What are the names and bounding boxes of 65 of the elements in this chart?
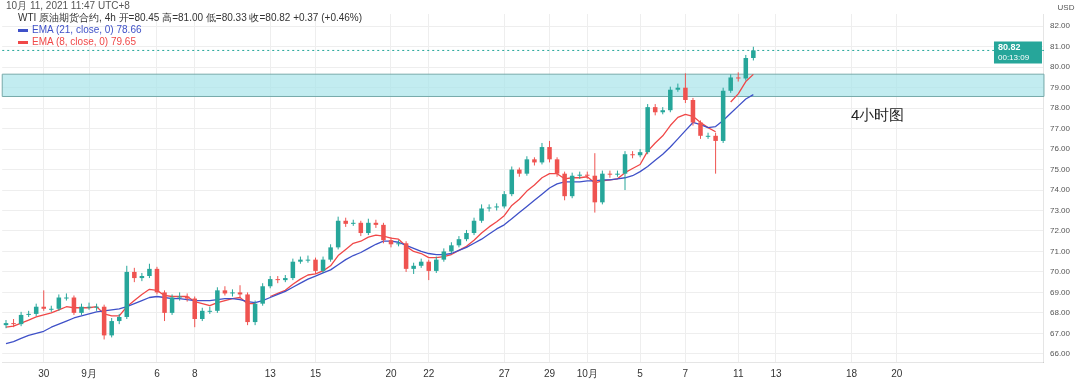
candlestick bbox=[479, 203, 484, 224]
y-tick-label: 69.00 bbox=[1049, 287, 1071, 297]
x-tick-label: 15 bbox=[309, 367, 322, 379]
y-axis-title: USD bbox=[1057, 3, 1075, 13]
candlestick bbox=[668, 86, 673, 113]
y-tick-label: 68.00 bbox=[1049, 308, 1071, 318]
y-tick-label: 75.00 bbox=[1049, 164, 1071, 174]
y-tick-label: 71.00 bbox=[1049, 246, 1071, 256]
y-tick-label: 67.00 bbox=[1049, 328, 1071, 338]
candlestick bbox=[260, 282, 265, 307]
candlestick bbox=[713, 132, 718, 175]
y-tick-label: 66.00 bbox=[1049, 349, 1071, 359]
legend-label: EMA (8, close, 0) bbox=[32, 36, 110, 47]
text: 10月 11, 2021 11:47 UTC+8 bbox=[6, 0, 131, 12]
x-tick-label: 8 bbox=[191, 367, 198, 379]
candlestick bbox=[109, 317, 114, 338]
y-tick-label: 76.00 bbox=[1049, 144, 1071, 154]
y-tick-label: 74.00 bbox=[1049, 185, 1071, 195]
annotation: 79.65 bbox=[110, 36, 136, 47]
annotation: 00:13:09 bbox=[997, 52, 1030, 62]
chart-title: WTI 原油期货合约, 4h 开=80.45 高=81.00 低=80.33 收=80.82 +0.37 (+0.46%) bbox=[18, 12, 363, 24]
x-tick-label: 5 bbox=[637, 367, 644, 379]
x-tick-label: 9月 bbox=[81, 367, 97, 379]
candlestick bbox=[64, 292, 69, 302]
x-tick-label: 29 bbox=[543, 367, 556, 379]
x-tick-label: 6 bbox=[154, 367, 161, 379]
y-tick-label: 72.00 bbox=[1049, 226, 1071, 236]
y-tick-label: 70.00 bbox=[1049, 267, 1071, 277]
candlestick bbox=[162, 289, 167, 322]
candlestick bbox=[547, 140, 552, 163]
candlestick bbox=[381, 222, 386, 244]
candlestick bbox=[426, 259, 432, 281]
candlestick bbox=[735, 71, 741, 83]
x-tick-label: 27 bbox=[498, 367, 511, 379]
annotation: 4小时图 bbox=[851, 106, 905, 125]
candlestick bbox=[562, 171, 567, 201]
y-tick-label: 73.00 bbox=[1049, 205, 1071, 215]
ref-line-label: 80.82 bbox=[997, 41, 1021, 52]
x-tick-label: 30 bbox=[38, 367, 50, 379]
y-tick-label: 80.00 bbox=[1049, 62, 1071, 72]
candlestick bbox=[698, 119, 703, 140]
candlestick bbox=[215, 286, 220, 314]
y-tick-label: 81.00 bbox=[1049, 41, 1071, 51]
y-tick-label: 78.00 bbox=[1049, 103, 1071, 113]
x-tick-label: 18 bbox=[845, 367, 858, 379]
candlestick bbox=[683, 72, 688, 104]
x-tick-label: 22 bbox=[423, 367, 435, 379]
candlestick bbox=[554, 156, 560, 178]
y-tick-label: 82.00 bbox=[1049, 21, 1071, 31]
x-tick-label: 7 bbox=[682, 367, 689, 379]
candlestick bbox=[728, 73, 733, 94]
annotation: 78.66 bbox=[116, 24, 142, 35]
y-tick-label: 79.00 bbox=[1049, 82, 1071, 92]
x-tick-label: 11 bbox=[733, 367, 744, 379]
x-tick-label: 20 bbox=[385, 367, 397, 379]
candlestick bbox=[524, 155, 530, 177]
candlestick bbox=[41, 289, 47, 312]
legend-label: EMA (21, close, 0) bbox=[32, 24, 115, 35]
x-tick-label: 10月 bbox=[576, 367, 598, 379]
x-tick-label: 13 bbox=[770, 367, 782, 379]
y-tick-label: 77.00 bbox=[1049, 123, 1071, 133]
candlestick bbox=[622, 150, 628, 191]
x-tick-label: 13 bbox=[264, 367, 277, 379]
candlestick bbox=[494, 202, 499, 212]
x-tick-label: 20 bbox=[891, 367, 903, 379]
